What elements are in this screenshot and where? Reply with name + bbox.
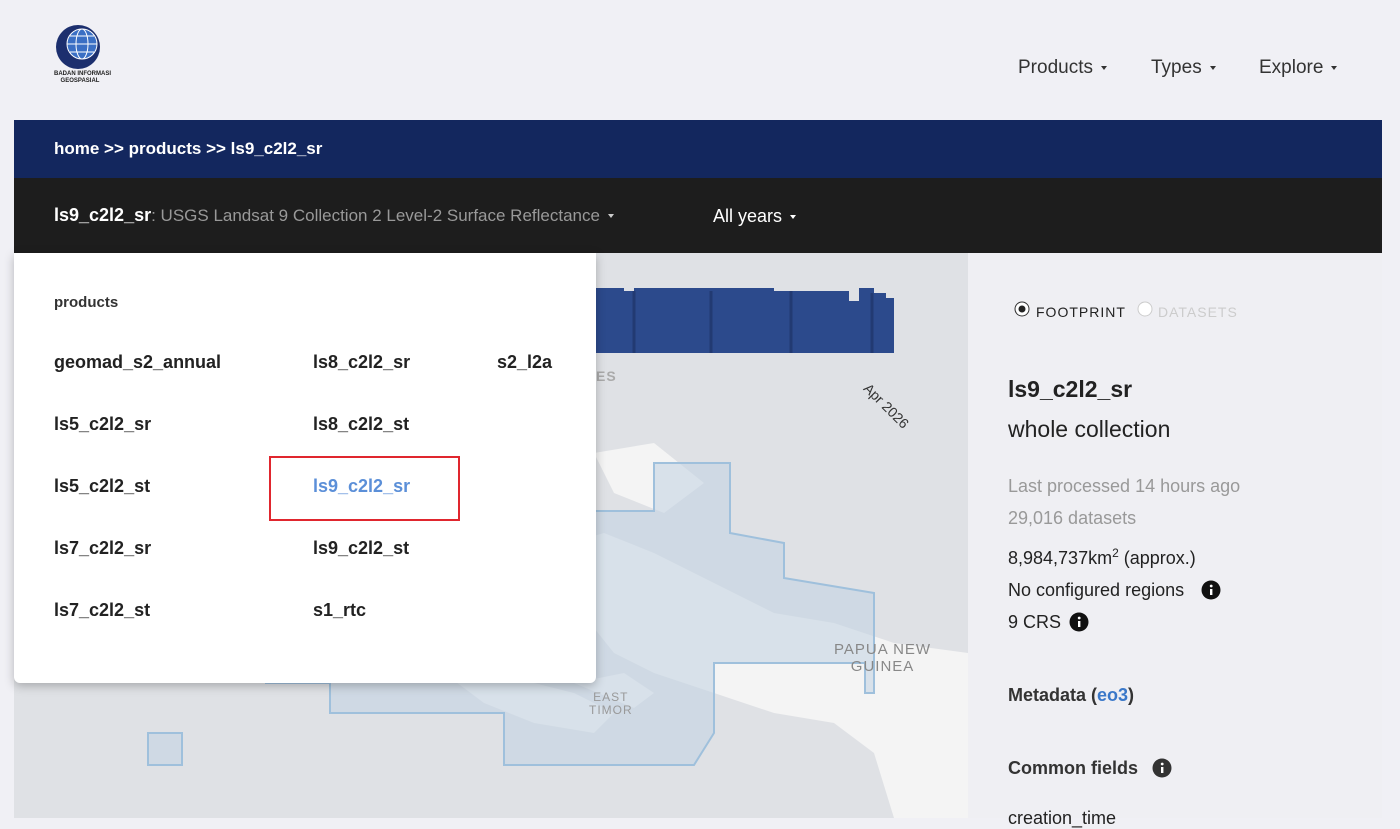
area: 8,984,737km2 (approx.): [1008, 546, 1196, 568]
breadcrumb: home >> products >> ls9_c2l2_sr: [54, 139, 323, 158]
info-panel: [968, 253, 1382, 818]
map-label: PAPUA NEW GUINEA: [834, 641, 932, 675]
map-label: ES: [596, 368, 617, 384]
dropdown-item[interactable]: ls9_c2l2_sr: [313, 476, 411, 496]
breadcrumb-bar: [14, 120, 1382, 178]
dropdown-item[interactable]: s2_l2a: [497, 352, 553, 372]
dropdown-item[interactable]: ls5_c2l2_st: [54, 476, 151, 496]
dropdown-item[interactable]: ls7_c2l2_st: [54, 600, 151, 620]
map-label: EAST TIMOR: [589, 690, 633, 717]
logo-globe: [56, 25, 100, 69]
field: creation_time: [1008, 808, 1117, 828]
info-icon[interactable]: [1069, 612, 1089, 632]
panel-subtitle: whole collection: [1008, 416, 1171, 442]
logo-line: GEOSPASIAL: [60, 78, 100, 84]
info-icon[interactable]: [1152, 758, 1172, 778]
last-processed: Last processed 14 hours ago: [1008, 476, 1241, 496]
dropdown-item[interactable]: s1_rtc: [313, 600, 367, 620]
dataset-count: 29,016 datasets: [1008, 508, 1137, 528]
logo-line: BADAN INFORMASI: [54, 71, 111, 77]
dropdown-item[interactable]: ls8_c2l2_st: [313, 414, 410, 434]
logo-text: BADAN INFORMASI GEOSPASIAL: [54, 71, 111, 85]
period-selector[interactable]: All years: [713, 206, 797, 227]
dropdown-item[interactable]: ls9_c2l2_st: [313, 538, 410, 558]
metadata-link[interactable]: eo3: [1097, 685, 1129, 705]
radio-label[interactable]: FOOTPRINT: [1036, 304, 1126, 320]
common-fields: Common fields: [1008, 758, 1139, 778]
regions: No configured regions: [1008, 580, 1185, 600]
radio-group[interactable]: [1013, 300, 1153, 320]
dropdown-item[interactable]: ls5_c2l2_sr: [54, 414, 152, 434]
dropdown-heading: products: [54, 294, 119, 311]
dropdown-item[interactable]: geomad_s2_annual: [54, 352, 222, 372]
panel-title: ls9_c2l2_sr: [1008, 376, 1133, 402]
highlight-box: [269, 456, 460, 521]
products-dropdown: products geomad_s2_annual ls5_c2l2_sr ls5_…: [14, 253, 596, 683]
dropdown-item[interactable]: ls8_c2l2_sr: [313, 352, 411, 372]
product-selector[interactable]: ls9_c2l2_sr: USGS Landsat 9 Collection 2…: [54, 205, 614, 226]
product-bar: [14, 178, 1382, 253]
nav-item[interactable]: Types: [1151, 57, 1216, 79]
nav-item[interactable]: Explore: [1259, 57, 1338, 79]
metadata: Metadata (eo3): [1008, 685, 1135, 705]
radio-label[interactable]: DATASETS: [1158, 304, 1238, 320]
info-icon[interactable]: [1201, 580, 1221, 600]
dropdown-item[interactable]: ls7_c2l2_sr: [54, 538, 152, 558]
nav-item[interactable]: Products: [1018, 57, 1107, 79]
crs: 9 CRS: [1008, 612, 1062, 632]
